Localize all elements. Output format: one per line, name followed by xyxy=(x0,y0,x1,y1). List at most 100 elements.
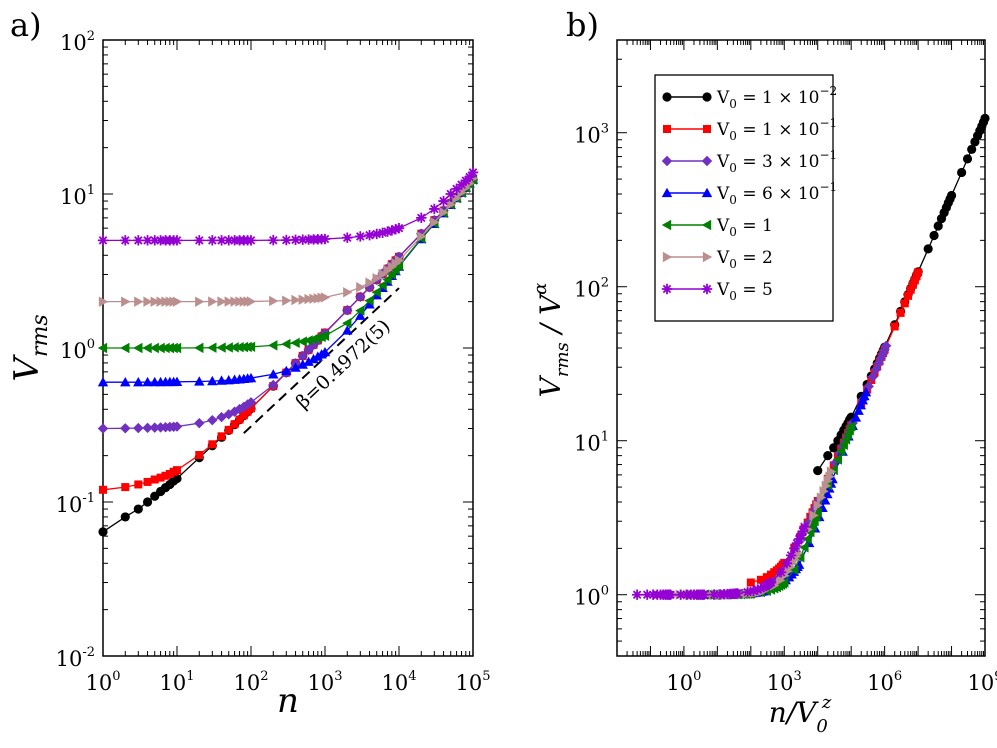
y-tick-label: 102 xyxy=(60,29,95,55)
x-tick-exp: 5 xyxy=(482,669,490,684)
data-point xyxy=(468,167,478,177)
data-point xyxy=(143,497,152,506)
data-point xyxy=(813,466,822,475)
data-point xyxy=(247,296,256,306)
data-point xyxy=(121,296,130,306)
legend-marker xyxy=(702,284,712,294)
x-label-sub: 0 xyxy=(816,716,827,737)
x-tick-exp: 3 xyxy=(793,669,801,684)
legend-sup: −1 xyxy=(819,116,837,130)
data-point xyxy=(799,522,809,532)
legend-marker xyxy=(663,125,671,133)
data-point xyxy=(173,466,181,474)
panel-a: 100 101 102 103 104 10510-210-1100101102β=0.4… xyxy=(7,6,491,721)
x-tick-base: 10 xyxy=(666,671,693,695)
y-tick-label: 100 xyxy=(574,584,609,610)
data-point xyxy=(173,296,182,306)
y-tick-label: 10-2 xyxy=(56,645,95,671)
data-point xyxy=(98,527,107,536)
x-tick-base: 10 xyxy=(85,671,112,695)
y-tick-exp: -2 xyxy=(82,645,95,660)
x-tick-exp: 2 xyxy=(260,669,268,684)
data-point xyxy=(699,590,709,600)
x-tick-label: 101 xyxy=(159,669,194,695)
data-point xyxy=(134,296,143,306)
data-point xyxy=(207,235,217,245)
x-tick-label: 105 xyxy=(455,669,490,695)
data-point xyxy=(281,339,290,349)
collapsed-series-0 xyxy=(813,114,989,475)
y-tick-base: 10 xyxy=(60,339,87,363)
data-point xyxy=(98,423,108,433)
x-tick-base: 10 xyxy=(233,671,260,695)
data-point xyxy=(98,235,108,245)
y-tick-base: 10 xyxy=(56,493,83,517)
series-3 xyxy=(98,174,478,386)
data-point xyxy=(207,415,217,425)
y-tick-exp: 2 xyxy=(87,29,95,44)
x-tick-label: 103 xyxy=(767,669,802,695)
x-label-sup: z xyxy=(821,692,832,713)
panel-b: 100103106109100101102103V0 = 1 × 10−2V0 … xyxy=(530,6,997,737)
data-point xyxy=(776,567,786,577)
y-axis-label: Vrms xyxy=(7,314,53,381)
data-point xyxy=(343,287,352,297)
legend-prefix: V xyxy=(716,152,730,172)
legend-text: = 6 × 10 xyxy=(737,184,820,204)
legend-sup: −2 xyxy=(819,84,837,98)
y-tick-base: 10 xyxy=(574,586,601,610)
data-point xyxy=(282,295,291,305)
data-point xyxy=(268,340,277,350)
legend-sub: 0 xyxy=(729,289,737,303)
legend-text: = 5 xyxy=(737,280,773,300)
legend-sub: 0 xyxy=(729,161,737,175)
y-tick-base: 10 xyxy=(56,647,83,671)
data-point xyxy=(823,451,832,460)
y-tick-label: 103 xyxy=(574,122,609,148)
data-point xyxy=(99,486,107,494)
x-tick-exp: 4 xyxy=(408,669,416,684)
legend-text: = 2 xyxy=(737,248,773,268)
y-tick-exp: 1 xyxy=(601,430,609,445)
panel-label-a: a) xyxy=(10,6,42,44)
x-tick-label: 104 xyxy=(381,669,416,695)
data-point xyxy=(290,338,299,348)
x-tick-base: 10 xyxy=(381,671,408,695)
legend-prefix: V xyxy=(716,88,730,108)
legend-prefix: V xyxy=(716,280,730,300)
legend-marker xyxy=(662,92,671,101)
x-tick-exp: 3 xyxy=(334,669,342,684)
data-point xyxy=(195,296,204,306)
data-point xyxy=(133,235,143,245)
y-tick-exp: -1 xyxy=(82,491,95,506)
data-point xyxy=(172,235,182,245)
legend-sup: −1 xyxy=(819,148,837,162)
y-label-sub: rms xyxy=(28,314,53,357)
legend-prefix: V xyxy=(716,216,730,236)
y-tick-label: 102 xyxy=(574,276,609,302)
data-point xyxy=(194,343,203,353)
legend-prefix: V xyxy=(716,184,730,204)
legend-marker xyxy=(702,92,711,101)
data-point xyxy=(320,234,330,244)
x-tick-exp: 6 xyxy=(894,669,902,684)
y-tick-base: 10 xyxy=(60,31,87,55)
x-tick-label: 106 xyxy=(867,669,902,695)
legend-label: V0 = 1 xyxy=(716,216,773,239)
x-tick-base: 10 xyxy=(967,671,994,695)
data-point xyxy=(924,244,933,253)
legend: V0 = 1 × 10−2V0 = 1 × 10−1V0 = 3 × 10−1V… xyxy=(655,75,837,321)
data-point xyxy=(747,579,755,587)
data-point xyxy=(121,512,130,521)
y-tick-base: 10 xyxy=(60,185,87,209)
y-tick-base: 10 xyxy=(574,278,601,302)
y-tick-base: 10 xyxy=(574,124,601,148)
data-point xyxy=(957,168,966,177)
data-point xyxy=(914,268,922,276)
data-point xyxy=(120,343,129,353)
legend-text: = 1 × 10 xyxy=(737,88,820,108)
x-tick-exp: 1 xyxy=(186,669,194,684)
x-tick-label: 100 xyxy=(666,669,701,695)
y-tick-exp: 0 xyxy=(601,584,609,599)
legend-label: V0 = 5 xyxy=(716,280,773,303)
